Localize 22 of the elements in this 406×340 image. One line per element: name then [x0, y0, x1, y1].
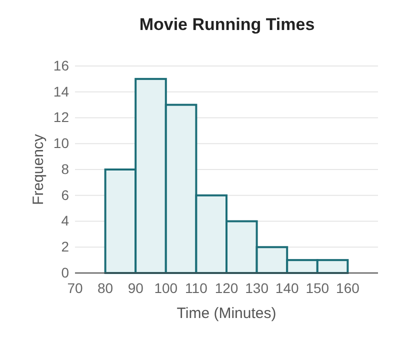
y-axis-title: Frequency — [30, 134, 47, 205]
y-tick-label: 6 — [61, 186, 70, 203]
x-tick-label: 90 — [128, 280, 144, 296]
x-tick-label: 100 — [154, 280, 178, 296]
x-tick-label: 140 — [275, 280, 299, 296]
y-tick-label: 12 — [53, 109, 70, 126]
y-tick-label: 14 — [53, 83, 70, 100]
x-tick-label: 110 — [185, 280, 208, 296]
x-tick-label: 160 — [336, 280, 360, 296]
y-tick-label: 0 — [61, 264, 70, 280]
y-tick-label: 4 — [61, 212, 70, 229]
x-tick-label: 120 — [214, 280, 238, 296]
y-tick-label: 8 — [61, 160, 70, 177]
y-tick-label: 10 — [53, 135, 70, 152]
y-tick-label: 16 — [53, 57, 70, 74]
chart-title: Movie Running Times — [139, 15, 315, 34]
x-tick-label: 70 — [67, 280, 83, 296]
x-tick-label: 80 — [98, 280, 114, 296]
y-tick-label: 2 — [61, 238, 70, 255]
x-tick-label: 150 — [306, 280, 330, 296]
x-tick-label: 130 — [245, 280, 269, 296]
x-axis-title: Time (Minutes) — [176, 305, 276, 322]
